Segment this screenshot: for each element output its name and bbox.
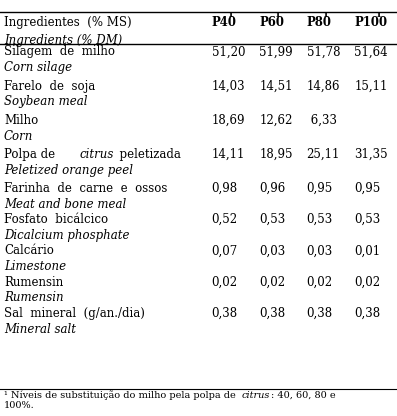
Text: 0,02: 0,02 [354, 275, 380, 289]
Text: citrus: citrus [80, 148, 114, 161]
Text: Polpa de: Polpa de [4, 148, 63, 161]
Text: 0,02: 0,02 [306, 275, 333, 289]
Text: Corn silage: Corn silage [4, 61, 72, 74]
Text: 0,01: 0,01 [354, 244, 380, 258]
Text: 18,69: 18,69 [212, 114, 245, 127]
Text: 14,11: 14,11 [212, 148, 245, 161]
Text: 100%.: 100%. [4, 401, 35, 410]
Text: Dicalcium phosphate: Dicalcium phosphate [4, 229, 129, 242]
Text: Silagem  de  milho: Silagem de milho [4, 45, 115, 59]
Text: 51,78: 51,78 [306, 45, 340, 59]
Text: 51,64: 51,64 [354, 45, 388, 59]
Text: 0,38: 0,38 [306, 307, 333, 320]
Text: P80: P80 [306, 16, 331, 30]
Text: Ingredients (% DM): Ingredients (% DM) [4, 34, 122, 47]
Text: Calcário: Calcário [4, 244, 54, 258]
Text: 0,95: 0,95 [354, 182, 380, 195]
Text: 0,02: 0,02 [259, 275, 285, 289]
Text: 0,98: 0,98 [212, 182, 238, 195]
Text: 1: 1 [274, 11, 280, 20]
Text: Sal  mineral  (g/an./dia): Sal mineral (g/an./dia) [4, 307, 145, 320]
Text: 0,95: 0,95 [306, 182, 333, 195]
Text: 0,38: 0,38 [212, 307, 238, 320]
Text: Ingredientes  (% MS): Ingredientes (% MS) [4, 16, 131, 30]
Text: Limestone: Limestone [4, 260, 66, 273]
Text: : 40, 60, 80 e: : 40, 60, 80 e [271, 391, 336, 400]
Text: 51,20: 51,20 [212, 45, 245, 59]
Text: 1: 1 [227, 11, 233, 20]
Text: 0,53: 0,53 [354, 213, 380, 226]
Text: peletizada: peletizada [112, 148, 181, 161]
Text: 6,33: 6,33 [306, 114, 337, 127]
Text: P40: P40 [212, 16, 237, 30]
Text: Meat and bone meal: Meat and bone meal [4, 198, 126, 211]
Text: Soybean meal: Soybean meal [4, 95, 87, 109]
Text: Rumensin: Rumensin [4, 275, 63, 289]
Text: 0,02: 0,02 [212, 275, 238, 289]
Text: 15,11: 15,11 [354, 79, 387, 93]
Text: 0,53: 0,53 [259, 213, 285, 226]
Text: Rumensin: Rumensin [4, 291, 64, 305]
Text: citrus: citrus [241, 391, 270, 400]
Text: 25,11: 25,11 [306, 148, 340, 161]
Text: 31,35: 31,35 [354, 148, 388, 161]
Text: Fosfato  bicálcico: Fosfato bicálcico [4, 213, 108, 226]
Text: P60: P60 [259, 16, 284, 30]
Text: Mineral salt: Mineral salt [4, 322, 76, 336]
Text: 0,96: 0,96 [259, 182, 285, 195]
Text: 0,03: 0,03 [306, 244, 333, 258]
Text: Corn: Corn [4, 129, 33, 143]
Text: Peletized orange peel: Peletized orange peel [4, 163, 133, 177]
Text: 12,62: 12,62 [259, 114, 293, 127]
Text: 0,53: 0,53 [306, 213, 333, 226]
Text: 0,38: 0,38 [354, 307, 380, 320]
Text: 14,51: 14,51 [259, 79, 293, 93]
Text: 14,03: 14,03 [212, 79, 245, 93]
Text: Milho: Milho [4, 114, 38, 127]
Text: 0,38: 0,38 [259, 307, 285, 320]
Text: Farinha  de  carne  e  ossos: Farinha de carne e ossos [4, 182, 167, 195]
Text: 18,95: 18,95 [259, 148, 293, 161]
Text: 0,03: 0,03 [259, 244, 285, 258]
Text: 51,99: 51,99 [259, 45, 293, 59]
Text: Farelo  de  soja: Farelo de soja [4, 79, 95, 93]
Text: P100: P100 [354, 16, 387, 30]
Text: 0,52: 0,52 [212, 213, 238, 226]
Text: 14,86: 14,86 [306, 79, 340, 93]
Text: 1: 1 [375, 11, 381, 20]
Text: 1: 1 [322, 11, 328, 20]
Text: 0,07: 0,07 [212, 244, 238, 258]
Text: ¹ Níveis de substituição do milho pela polpa de: ¹ Níveis de substituição do milho pela p… [4, 390, 239, 400]
